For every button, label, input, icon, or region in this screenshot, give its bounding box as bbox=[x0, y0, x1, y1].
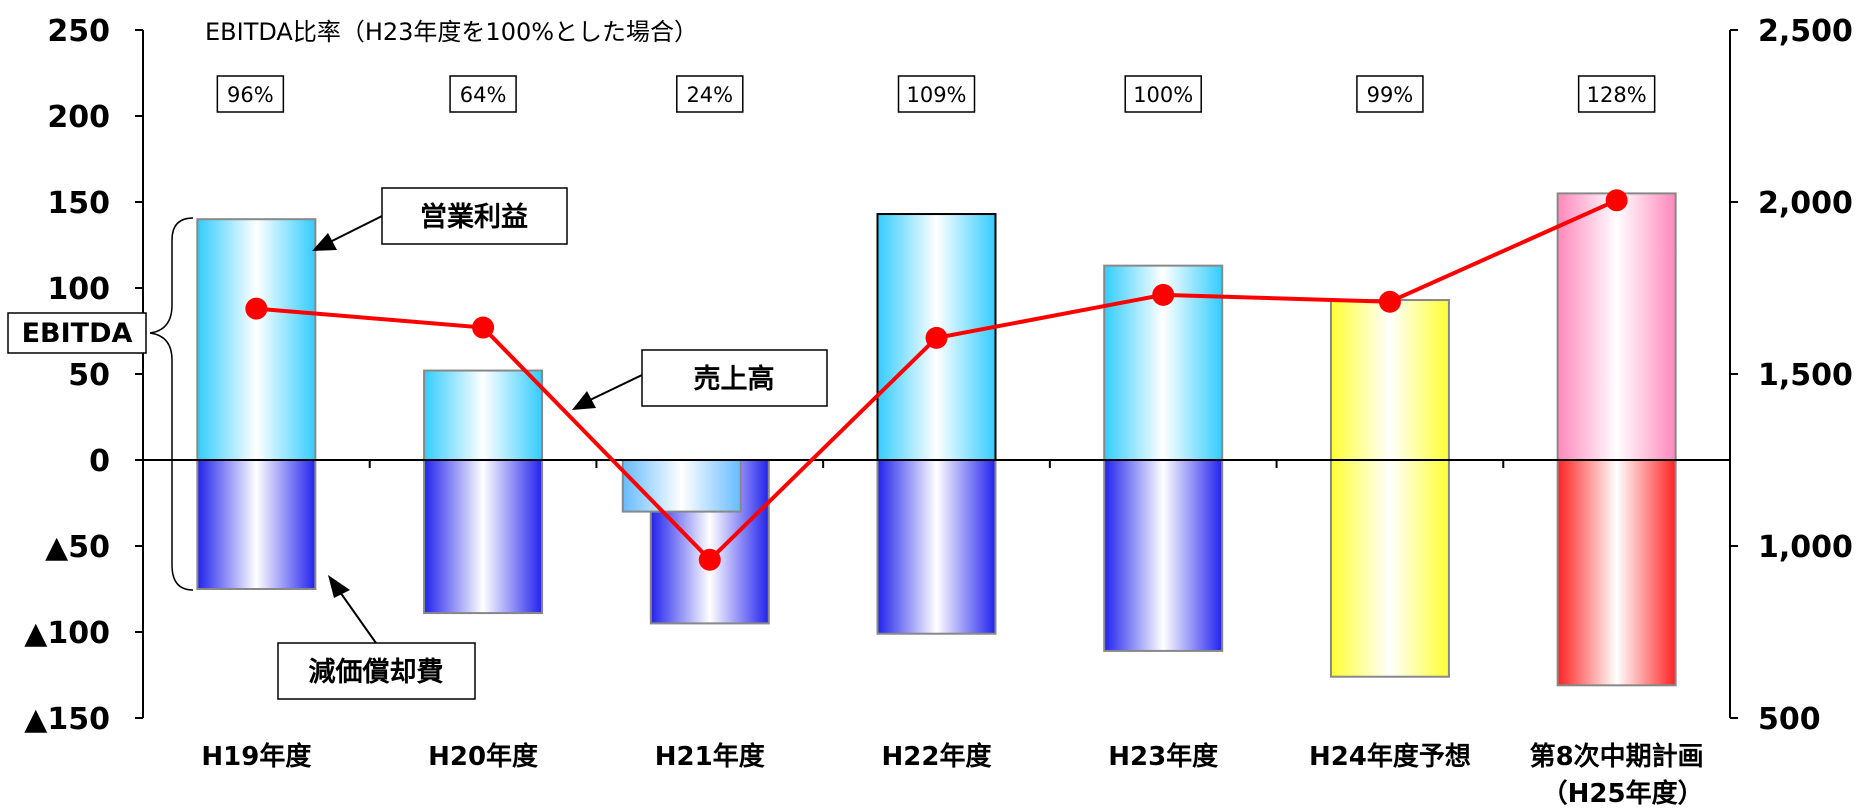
ratio-label: 24% bbox=[686, 83, 733, 107]
right-tick-label: 2,000 bbox=[1758, 186, 1853, 221]
ratio-label: 96% bbox=[227, 83, 274, 107]
ratio-box bbox=[676, 75, 744, 113]
sales-arrow-line bbox=[589, 374, 643, 401]
chart-title: EBITDA比率（H23年度を100%とした場合） bbox=[205, 18, 698, 46]
left-tick-label: 0 bbox=[89, 444, 110, 479]
sales-point bbox=[698, 548, 721, 571]
operating-profit-bar bbox=[621, 459, 742, 513]
ratio-label: 100% bbox=[1133, 83, 1193, 107]
right-tick-label: 1,000 bbox=[1758, 530, 1853, 565]
depreciation-bar bbox=[196, 459, 317, 590]
category-label: H23年度 bbox=[1108, 741, 1218, 772]
left-tick-label: ▲50 bbox=[45, 530, 110, 565]
category-label: H21年度 bbox=[655, 741, 765, 772]
right-tick-label: 500 bbox=[1758, 702, 1821, 737]
sales-point bbox=[1152, 283, 1175, 306]
depreciation-bar bbox=[1103, 459, 1224, 652]
ratio-box bbox=[1577, 75, 1656, 113]
bars-layer bbox=[196, 192, 1677, 687]
operating-profit-arrow-line bbox=[329, 215, 383, 243]
category-label: H22年度 bbox=[882, 741, 992, 772]
category-label: H19年度 bbox=[201, 741, 311, 772]
depreciation-bar bbox=[1329, 459, 1450, 678]
ratio-box bbox=[216, 75, 285, 113]
sales-line-layer bbox=[245, 189, 1628, 571]
depreciation-arrow-line bbox=[339, 591, 377, 644]
ebitda-brace bbox=[149, 217, 194, 591]
category-sublabel: （H25年度） bbox=[1542, 778, 1704, 809]
left-tick-label: ▲100 bbox=[24, 616, 110, 651]
ratio-label: 64% bbox=[460, 83, 507, 107]
left-tick-label: 250 bbox=[47, 14, 110, 49]
operating-profit-callout-box bbox=[381, 187, 568, 245]
operating-profit-bar bbox=[196, 218, 317, 461]
depreciation-bar bbox=[423, 459, 544, 615]
ratio-label: 109% bbox=[906, 83, 966, 107]
operating-profit-bar bbox=[423, 369, 544, 461]
sales-arrowhead bbox=[572, 391, 596, 410]
depreciation-bar bbox=[876, 459, 997, 635]
depreciation-callout-label: 減価償却費 bbox=[309, 657, 444, 688]
category-label: H20年度 bbox=[428, 741, 538, 772]
ratio-box bbox=[1124, 75, 1202, 113]
ebitda-label: EBITDA bbox=[22, 318, 133, 349]
ebitda-box bbox=[7, 312, 147, 354]
depreciation-callout-box bbox=[277, 642, 476, 700]
operating-profit-bar bbox=[1556, 192, 1677, 461]
sales-callout-label: 売上高 bbox=[694, 363, 775, 395]
operating-profit-bar bbox=[1329, 299, 1450, 462]
operating-profit-arrowhead bbox=[312, 233, 337, 251]
ratio-label: 128% bbox=[1587, 83, 1647, 107]
left-tick-label: 100 bbox=[47, 272, 110, 307]
category-label: 第8次中期計画 bbox=[1530, 741, 1704, 772]
depreciation-bar bbox=[1556, 459, 1677, 687]
sales-point bbox=[1605, 189, 1628, 212]
ratio-label: 99% bbox=[1367, 83, 1414, 107]
ratio-box bbox=[897, 75, 976, 113]
axes-layer: 250200150100500▲50▲100▲1502,5002,0001,50… bbox=[24, 14, 1853, 809]
right-tick-label: 1,500 bbox=[1758, 358, 1853, 393]
sales-callout-box bbox=[641, 349, 828, 407]
category-label: H24年度予想 bbox=[1309, 741, 1471, 772]
ratio-labels-layer: EBITDA比率（H23年度を100%とした場合） 96% 64% 24% 109% 10… bbox=[205, 18, 1656, 113]
operating-profit-callout-label: 営業利益 bbox=[420, 201, 528, 233]
sales-point bbox=[1378, 290, 1401, 313]
right-tick-label: 2,500 bbox=[1758, 14, 1853, 49]
depreciation-arrowhead bbox=[328, 575, 350, 598]
ratio-box bbox=[1356, 75, 1424, 113]
left-tick-label: 50 bbox=[68, 358, 110, 393]
sales-point bbox=[472, 316, 495, 339]
left-tick-label: ▲150 bbox=[24, 702, 110, 737]
sales-point bbox=[925, 326, 948, 349]
sales-point bbox=[245, 297, 268, 320]
left-tick-label: 200 bbox=[47, 100, 110, 135]
ratio-box bbox=[449, 75, 517, 113]
left-tick-label: 150 bbox=[47, 186, 110, 221]
